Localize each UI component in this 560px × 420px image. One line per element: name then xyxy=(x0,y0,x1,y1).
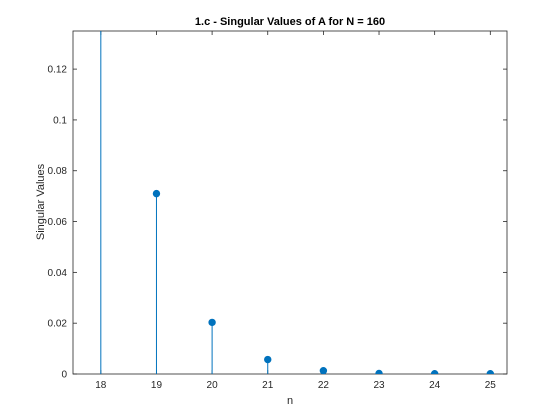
stem-marker xyxy=(152,189,161,198)
stem-marker xyxy=(264,355,272,364)
y-axis-label: Singular Values xyxy=(35,163,47,240)
stem-marker xyxy=(430,370,439,374)
y-tick-label: 0.12 xyxy=(48,65,68,76)
stem-marker xyxy=(208,318,216,327)
x-tick-label: 18 xyxy=(95,380,107,391)
x-tick-label: 24 xyxy=(429,380,441,391)
stem-marker xyxy=(375,369,383,374)
x-tick-label: 21 xyxy=(262,380,274,391)
y-tick-label: 0.06 xyxy=(48,217,68,228)
y-tick-label: 0.04 xyxy=(48,268,68,279)
y-axis-ticks: 0 0.02 0.04 0.06 0.08 0.1 0.12 xyxy=(48,65,507,381)
y-tick-label: 0.02 xyxy=(48,319,68,330)
chart-title: 1.c - Singular Values of A for N = 160 xyxy=(195,16,385,28)
plot-area xyxy=(72,30,508,375)
x-axis-label: n xyxy=(287,395,293,407)
x-tick-label: 19 xyxy=(151,380,163,391)
stem-marker xyxy=(486,370,495,374)
x-tick-label: 22 xyxy=(318,380,330,391)
stem-marker xyxy=(319,366,328,374)
y-tick-label: 0.1 xyxy=(53,115,67,126)
y-tick-label: 0.08 xyxy=(48,166,68,177)
data-series xyxy=(100,31,495,374)
x-tick-label: 25 xyxy=(485,380,497,391)
x-tick-label: 20 xyxy=(207,380,219,391)
y-tick-label: 0 xyxy=(61,370,67,381)
x-tick-label: 23 xyxy=(373,380,385,391)
